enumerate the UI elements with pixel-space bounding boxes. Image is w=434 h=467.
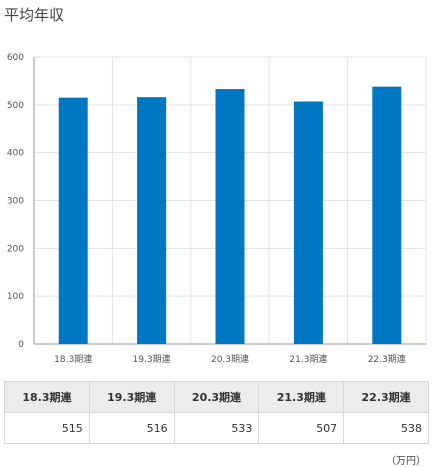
table-value-cell: 507 xyxy=(258,412,345,444)
unit-label: （万円） xyxy=(386,456,426,467)
table-header-cell: 19.3期連 xyxy=(88,381,175,413)
x-tick-label: 18.3期連 xyxy=(54,353,92,365)
table-row: 515 516 533 507 538 xyxy=(4,412,429,444)
x-tick-label: 20.3期連 xyxy=(211,353,249,365)
y-tick-label: 200 xyxy=(7,244,24,254)
x-tick-label: 22.3期連 xyxy=(368,353,406,365)
bar xyxy=(58,97,88,345)
table-value-cell: 516 xyxy=(88,412,175,444)
table-header-cell: 18.3期連 xyxy=(4,381,90,413)
bar xyxy=(372,86,402,344)
table-value-cell: 538 xyxy=(343,412,429,444)
table-value-cell: 515 xyxy=(4,412,90,444)
y-tick-label: 100 xyxy=(7,292,24,302)
y-tick-label: 500 xyxy=(7,101,24,111)
y-tick-label: 400 xyxy=(7,149,24,159)
bar xyxy=(137,97,167,345)
table-header-cell: 22.3期連 xyxy=(343,381,429,413)
table-header-row: 18.3期連 19.3期連 20.3期連 21.3期連 22.3期連 xyxy=(4,381,429,413)
bar xyxy=(215,89,245,344)
y-tick-label: 600 xyxy=(7,53,24,63)
bar-chart: 0 100 200 300 400 500 600 18.3期連 19.3期連 20.3期連 21.… xyxy=(7,53,427,365)
table-header-cell: 21.3期連 xyxy=(258,381,345,413)
y-tick-label: 300 xyxy=(7,197,24,207)
x-tick-label: 21.3期連 xyxy=(289,353,327,365)
x-tick-label: 19.3期連 xyxy=(133,353,171,365)
chart-title: 平均年収 xyxy=(4,6,65,24)
bar xyxy=(293,101,323,344)
data-table: 18.3期連 19.3期連 20.3期連 21.3期連 22.3期連 515 5… xyxy=(4,381,429,444)
table-value-cell: 533 xyxy=(173,412,260,444)
table-header-cell: 20.3期連 xyxy=(173,381,260,413)
y-tick-label: 0 xyxy=(18,340,24,350)
